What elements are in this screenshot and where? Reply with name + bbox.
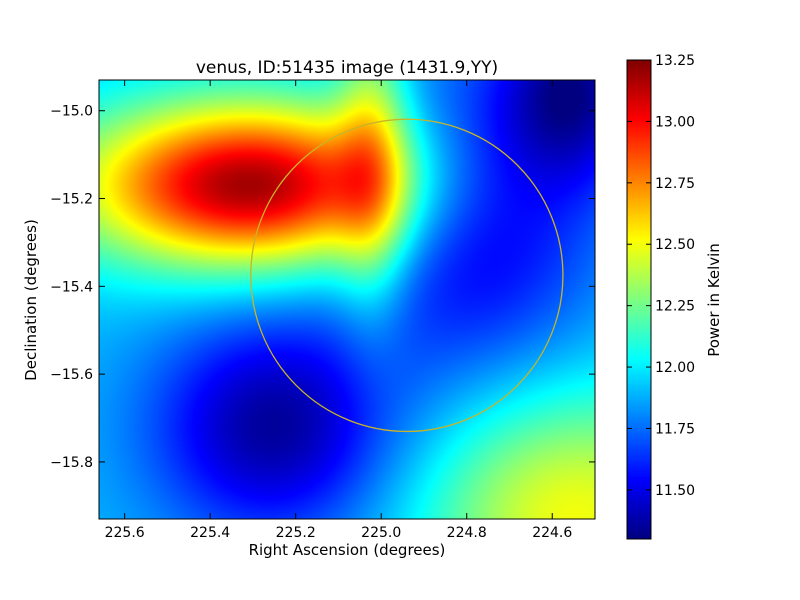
y-axis: −15.0 −15.2 −15.4 −15.6 −15.8 <box>50 104 595 471</box>
x-axis: 225.6 225.4 225.2 225.0 224.8 224.6 <box>105 80 572 541</box>
colorbar-tick-label: 12.50 <box>655 237 695 253</box>
x-tick-label: 225.2 <box>276 525 316 541</box>
beam-circle <box>250 118 564 433</box>
colorbar-tick-label: 12.25 <box>655 299 695 315</box>
chart-title: venus, ID:51435 image (1431.9,YY) <box>196 58 498 78</box>
y-tick-label: −15.0 <box>50 104 93 120</box>
colorbar: 11.50 11.75 12.00 12.25 12.50 12.75 13.00 13.25… <box>626 53 723 540</box>
x-axis-label: Right Ascension (degrees) <box>249 541 446 559</box>
y-tick-label: −15.4 <box>50 279 93 295</box>
colorbar-tick-label: 12.75 <box>655 176 695 192</box>
colorbar-gradient <box>627 60 651 539</box>
x-tick-label: 224.6 <box>532 525 572 541</box>
colorbar-tick-label: 13.00 <box>655 114 695 130</box>
plot-frame <box>98 79 596 520</box>
colorbar-ticks: 11.50 11.75 12.00 12.25 12.50 12.75 13.00 13.25 <box>627 53 695 499</box>
colorbar-frame <box>626 59 652 540</box>
y-tick-label: −15.6 <box>50 367 93 383</box>
colorbar-tick-label: 11.50 <box>655 483 695 499</box>
x-tick-label: 224.8 <box>447 525 487 541</box>
y-tick-label: −15.2 <box>50 192 93 208</box>
plot-area: 225.6 225.4 225.2 225.0 224.8 224.6 −15.0−15.… <box>50 79 596 541</box>
x-tick-label: 225.6 <box>105 525 145 541</box>
x-tick-label: 225.4 <box>190 525 230 541</box>
colorbar-tick-label: 13.25 <box>655 53 695 69</box>
x-tick-label: 225.0 <box>361 525 401 541</box>
colorbar-label: Power in Kelvin <box>705 243 723 357</box>
y-tick-label: −15.8 <box>50 455 93 471</box>
colorbar-tick-label: 12.00 <box>655 360 695 376</box>
y-axis-label: Declination (degrees) <box>22 219 40 381</box>
colorbar-tick-label: 11.75 <box>655 421 695 437</box>
heatmap-field <box>99 80 595 519</box>
